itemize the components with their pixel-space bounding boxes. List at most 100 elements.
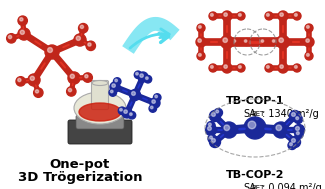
Circle shape bbox=[30, 76, 34, 81]
Text: BET: BET bbox=[251, 111, 264, 117]
Circle shape bbox=[110, 82, 120, 92]
Circle shape bbox=[134, 71, 142, 79]
Circle shape bbox=[150, 98, 160, 108]
Circle shape bbox=[68, 88, 72, 92]
Circle shape bbox=[196, 37, 206, 47]
Circle shape bbox=[224, 125, 229, 131]
Circle shape bbox=[292, 112, 295, 116]
FancyBboxPatch shape bbox=[68, 120, 132, 144]
Circle shape bbox=[265, 64, 273, 72]
Circle shape bbox=[237, 12, 245, 20]
Circle shape bbox=[260, 39, 267, 46]
Circle shape bbox=[277, 36, 290, 49]
Circle shape bbox=[128, 112, 136, 119]
Circle shape bbox=[280, 65, 283, 68]
Circle shape bbox=[197, 52, 205, 60]
Circle shape bbox=[112, 84, 115, 87]
Circle shape bbox=[132, 91, 136, 95]
Circle shape bbox=[212, 112, 215, 116]
Circle shape bbox=[18, 16, 27, 25]
Circle shape bbox=[146, 77, 148, 79]
Circle shape bbox=[70, 74, 74, 78]
Circle shape bbox=[47, 48, 53, 53]
Circle shape bbox=[304, 37, 314, 47]
Circle shape bbox=[199, 26, 201, 28]
Circle shape bbox=[155, 95, 157, 98]
Circle shape bbox=[208, 126, 211, 130]
Circle shape bbox=[272, 40, 275, 42]
Circle shape bbox=[278, 11, 288, 21]
Circle shape bbox=[130, 113, 132, 115]
Circle shape bbox=[306, 53, 309, 56]
Circle shape bbox=[208, 135, 216, 143]
Circle shape bbox=[208, 123, 211, 126]
Circle shape bbox=[207, 122, 215, 130]
Circle shape bbox=[305, 52, 313, 60]
Circle shape bbox=[144, 75, 152, 83]
Circle shape bbox=[122, 108, 132, 118]
Circle shape bbox=[199, 53, 201, 56]
Circle shape bbox=[294, 65, 297, 68]
Circle shape bbox=[20, 30, 24, 34]
Circle shape bbox=[140, 74, 143, 77]
Circle shape bbox=[266, 65, 269, 68]
FancyBboxPatch shape bbox=[92, 81, 109, 109]
Circle shape bbox=[293, 125, 305, 136]
Circle shape bbox=[109, 89, 117, 96]
Circle shape bbox=[74, 34, 86, 46]
Text: 3D Trögerization: 3D Trögerization bbox=[18, 171, 142, 184]
Circle shape bbox=[221, 122, 237, 138]
Circle shape bbox=[276, 125, 281, 131]
Circle shape bbox=[280, 13, 283, 16]
FancyArrowPatch shape bbox=[130, 29, 169, 48]
Circle shape bbox=[306, 39, 309, 42]
Text: SA: SA bbox=[243, 109, 256, 119]
Circle shape bbox=[222, 11, 232, 21]
Circle shape bbox=[212, 139, 215, 142]
Circle shape bbox=[290, 111, 301, 122]
Circle shape bbox=[233, 40, 236, 42]
Circle shape bbox=[294, 115, 303, 123]
Circle shape bbox=[85, 75, 88, 78]
Circle shape bbox=[243, 39, 250, 46]
Circle shape bbox=[34, 88, 43, 97]
Circle shape bbox=[239, 13, 241, 16]
Circle shape bbox=[288, 141, 296, 149]
Circle shape bbox=[120, 108, 122, 111]
Circle shape bbox=[224, 65, 228, 68]
Ellipse shape bbox=[92, 81, 108, 85]
Circle shape bbox=[209, 12, 217, 20]
Circle shape bbox=[16, 77, 25, 86]
Circle shape bbox=[138, 72, 148, 82]
Circle shape bbox=[28, 74, 40, 86]
Circle shape bbox=[293, 64, 301, 72]
Circle shape bbox=[198, 39, 202, 42]
Circle shape bbox=[239, 65, 241, 68]
Circle shape bbox=[20, 18, 23, 21]
Circle shape bbox=[197, 24, 205, 32]
Circle shape bbox=[279, 38, 283, 43]
Circle shape bbox=[18, 78, 21, 82]
Circle shape bbox=[293, 12, 301, 20]
Circle shape bbox=[248, 121, 256, 129]
Circle shape bbox=[244, 40, 247, 42]
Circle shape bbox=[222, 63, 232, 73]
Ellipse shape bbox=[74, 92, 126, 124]
Circle shape bbox=[115, 79, 117, 82]
Circle shape bbox=[292, 139, 295, 142]
Circle shape bbox=[45, 45, 59, 59]
Circle shape bbox=[83, 73, 92, 82]
Circle shape bbox=[295, 126, 299, 130]
Circle shape bbox=[88, 43, 91, 46]
Circle shape bbox=[80, 25, 84, 29]
Circle shape bbox=[278, 63, 288, 73]
Circle shape bbox=[129, 90, 140, 101]
Circle shape bbox=[224, 13, 228, 16]
Circle shape bbox=[223, 38, 227, 43]
Circle shape bbox=[209, 64, 217, 72]
Circle shape bbox=[210, 136, 220, 147]
Circle shape bbox=[152, 100, 155, 103]
Circle shape bbox=[295, 130, 303, 139]
Circle shape bbox=[261, 40, 264, 42]
Circle shape bbox=[237, 64, 245, 72]
